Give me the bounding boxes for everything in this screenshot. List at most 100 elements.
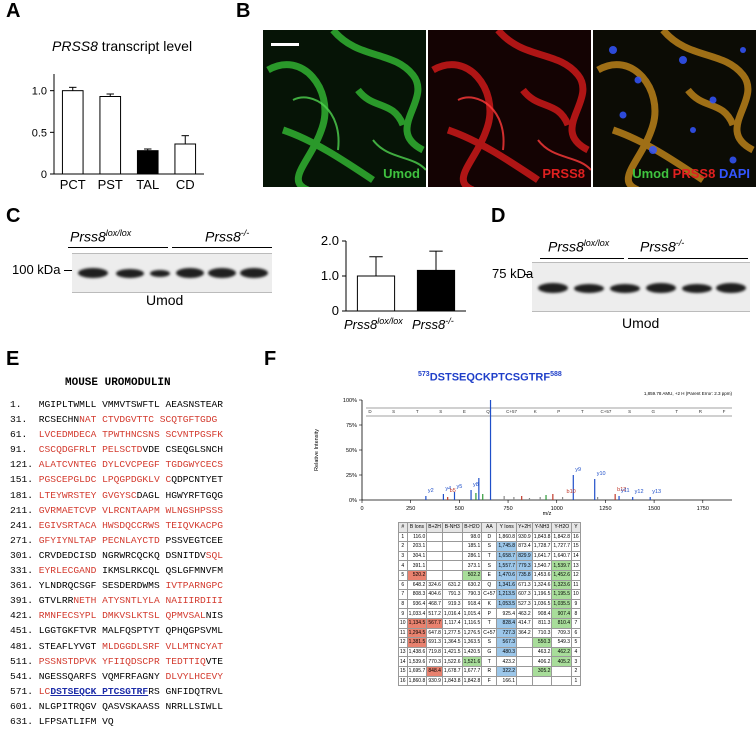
panel-a-bar-chart: 0 0.5 1.0 PCT PST TAL CD	[32, 74, 204, 192]
y-tick-label: 0%	[349, 498, 357, 504]
y-tick-label: 100%	[343, 398, 357, 404]
panel-label-d: D	[491, 205, 506, 227]
x-tick-label: 750	[503, 506, 512, 512]
sequence-residue: S	[392, 409, 395, 414]
ion-table: # B Ions B+2H B-NH3 B-H2O AA Y Ions Y+2H Y-NH3 Y-…	[398, 522, 581, 687]
y-tick-label: 0	[41, 169, 47, 181]
x-tick-label: 0	[360, 506, 363, 512]
sequence-line: 211. GVRMAETCVP VLRCNTAAPM WLNGSHPSSS	[10, 504, 224, 516]
blot-label-d: Umod	[622, 315, 660, 331]
ion-table-header: Y Ions	[496, 522, 518, 533]
y-tick-label: 75%	[346, 423, 357, 429]
ion-table-header: Y+2H	[516, 522, 533, 533]
sequence-line: 511. PSSNSTDPVK YFIIQDSCPR TEDTTIQVTE	[10, 655, 224, 667]
sequence-line: 331. EYRLECGAND IKMSLRKCQL QSLGFMNVFM	[10, 565, 224, 577]
bar-3	[136, 150, 159, 175]
group-label-c-lox: Prss8lox/lox	[70, 228, 132, 245]
marker-c: 100 kDa	[12, 262, 61, 277]
ion-table-header: Y-H2O	[551, 522, 573, 533]
merge-tissue-image	[593, 30, 756, 187]
sequence-line: 31. RCSECHNNAT CTVDGVTTC SCQTGFTGDG	[10, 414, 218, 426]
sequence-residue: F	[723, 409, 726, 414]
sequence-residue: T	[675, 409, 678, 414]
panel-c-bar-chart: 0 1.0 2.0 Prss8lox/lox Prss8-/-	[321, 233, 466, 332]
ion-table-row: 16 1,860.8 930.9 1,843.8 1,842.8 F 166.1 1	[398, 675, 581, 687]
ion-table-row: 12 1,381.5 691.3 1,364.5 1,363.5 S 567.3 550.3 5…	[398, 637, 581, 648]
sequence-residue: G	[651, 409, 655, 414]
group-line-c-lox	[68, 247, 168, 248]
blot-label-c: Umod	[146, 292, 184, 308]
bar-2	[416, 269, 456, 312]
sequence-residue: E	[463, 409, 466, 414]
group-label-d-lox: Prss8lox/lox	[548, 238, 610, 255]
ion-table-row: 11 1,294.5 647.8 1,277.5 1,276.5 C+57 727.3 364…	[398, 627, 581, 639]
sequence-residue: D	[368, 409, 372, 414]
scale-bar	[271, 43, 299, 46]
ion-table-header: Y-NH3	[531, 522, 553, 533]
x-tick-label: 1250	[599, 506, 611, 512]
marker-tick-d	[524, 274, 532, 275]
sequence-residue: Q	[486, 409, 490, 414]
y-axis-label: Relative Intensity	[314, 429, 320, 471]
western-blot-c	[72, 253, 272, 293]
sequence-line: 61. LVCEDMDECA TPWTHNCSNS SCVNTPGSFK	[10, 429, 224, 441]
sequence-residue: S	[439, 409, 442, 414]
bar-1	[61, 90, 84, 175]
y-tick-label: 50%	[346, 448, 357, 454]
y-tick-label: 0	[332, 303, 339, 318]
sequence-line: 481. STEAFLYVGT MLDGGDLSRF VLLMTNCYAT	[10, 640, 224, 652]
panel-label-c: C	[6, 205, 21, 227]
panel-a-title: PRSS8 transcript level	[52, 38, 193, 54]
umod-tissue-image	[263, 30, 426, 187]
micrograph-umod: Umod	[263, 30, 426, 187]
peak-label: y8	[473, 482, 479, 488]
x-axis-label: m/z	[543, 511, 552, 516]
sequence-line: 361. YLNDRQCSGF SESDERDWMS IVTPARNGPC	[10, 580, 224, 592]
marker-tick-c	[64, 270, 72, 271]
group-label-c-ko: Prss8-/-	[205, 228, 250, 245]
sequence-residue: K	[534, 409, 537, 414]
micrograph-merge: Umod PRSS8 DAPI	[593, 30, 756, 187]
sequence-line: 601. NLGPITRQGV QASVSKAASS NRRLLSIWLL	[10, 700, 224, 712]
bar-4	[174, 143, 197, 175]
panel-label-a: A	[6, 0, 21, 22]
peak-label: y11	[621, 488, 629, 494]
sequence-line: 121. ALATCVNTEG DYLCVCPEGF TGDGWYCECS	[10, 459, 224, 471]
ion-table-row: 15 1,695.7 848.4 1,678.7 1,677.7 R 322.2 305.2 2	[398, 665, 581, 677]
ion-table-row: 5 520.2 502.2 E 1,470.6 735.8 1,453.6 1,452.6 12	[398, 569, 581, 581]
sequence-residue: P	[557, 409, 560, 414]
sequence-line: 301. CRVDEDCISD NGRWRCQCKQ DSNITDVSQL	[10, 549, 224, 561]
sequence-line: 241. EGIVSRTACA HWSDQCCRWS TEIQVKACPG	[10, 519, 224, 531]
y-tick-label: 2.0	[321, 233, 339, 248]
ion-table-header: AA	[481, 522, 498, 533]
sequence-line: 271. GFYIYNLTAP PECNLAYCTD PSSVEGTCEE	[10, 534, 224, 546]
ion-table-header: B-NH3	[441, 522, 463, 533]
x-tick-label: Prss8lox/lox	[344, 316, 403, 332]
x-tick-label: 1500	[648, 506, 660, 512]
panel-label-f: F	[264, 348, 277, 370]
sequence-line: 421. RMNFECSYPL DMKVSLKTSL QPMVSALNIS	[10, 610, 224, 622]
caption-merge: Umod PRSS8 DAPI	[632, 166, 750, 181]
peak-label: b10	[567, 489, 576, 495]
sequence-line: 391. GTVLRRNETH ATYSNTLYLA NAIIIRDIII	[10, 595, 224, 607]
x-tick-label: Prss8-/-	[412, 316, 454, 332]
peak-label: y4	[445, 486, 451, 492]
x-tick-label: 1750	[697, 506, 709, 512]
sequence-line: 181. LTEYWRSTEY GVGYSCDAGL HGWYRFTGQG	[10, 489, 224, 501]
ion-table-row: 7 808.3 404.6 791.3 790.3 C+57 1,213.5 607.3 1,1…	[398, 589, 581, 600]
ion-table-row: 4 391.1 373.1 S 1,557.7 779.3 1,540.7 1,539.7 13	[398, 560, 581, 571]
x-tick-label: CD	[176, 177, 195, 192]
peak-label: y9	[575, 467, 581, 473]
panel-label-e: E	[6, 348, 20, 370]
peak-label: y2	[428, 488, 434, 494]
ion-table-row: 3 304.1 286.1 T 1,658.7 829.9 1,641.7 1,640.7 14	[398, 550, 581, 562]
sequence-line: 571. LCDSTSEQCK PTCSGTRFRS GNFIDQTRVL	[10, 685, 224, 697]
sequence-residue: T	[581, 409, 584, 414]
fragment-ion-table: # B Ions B+2H B-NH3 B-H2O AA Y Ions Y+2H Y-NH3 Y-…	[398, 522, 581, 687]
sequence-line: 151. PGSCEPGLDC LPQGPDGKLV CQDPCNTYET	[10, 474, 224, 486]
peak-label: y12	[635, 489, 644, 495]
y-tick-label: 0.5	[32, 127, 47, 139]
ion-table-row: 10 1,134.5 567.7 1,117.4 1,116.5 T 828.4 414.7 8…	[398, 617, 581, 629]
western-blot-d	[532, 262, 750, 312]
sequence-line: 631. LFPSATLIFM VQ	[10, 715, 114, 727]
